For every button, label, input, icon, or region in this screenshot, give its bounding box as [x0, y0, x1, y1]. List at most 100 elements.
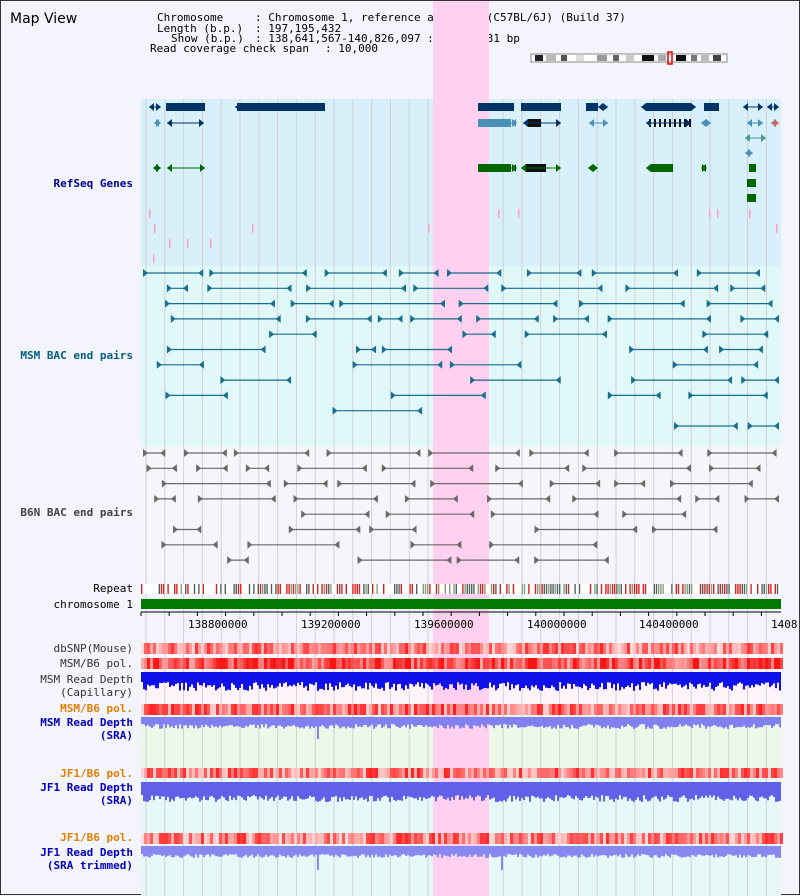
jf1-b6-pol-heat-cell: [582, 768, 585, 778]
jf1-depth-sra-bar: [201, 782, 203, 800]
jf1-b6-pol-heat-cell: [390, 833, 393, 844]
chromosome-idiogram[interactable]: [530, 51, 728, 65]
jf1-b6-pol-heat-cell: [141, 768, 144, 778]
msm-b6-pol-heat-cell: [294, 658, 297, 669]
jf1-b6-pol-heat-cell: [573, 833, 576, 844]
dbsnp-heat-cell: [723, 643, 726, 654]
track-label-jf1-depth-sra-sub: (SRA): [99, 794, 133, 807]
polymorphism-heat-tracks[interactable]: [141, 643, 783, 844]
dbsnp-heat-cell: [531, 643, 534, 654]
repeat-track[interactable]: [141, 584, 781, 594]
b6n-bac-pair-end: [143, 449, 149, 457]
jf1-depth-trimmed-bar: [687, 846, 689, 857]
jf1-depth-sra-bar: [707, 782, 709, 798]
jf1-b6-pol-heat-cell: [234, 833, 237, 844]
jf1-depth-trimmed-bar: [431, 846, 433, 857]
msm-b6-pol-heat-cell: [426, 658, 429, 669]
msm-bac-track[interactable]: [143, 269, 779, 430]
msm-bac-pair-end: [328, 299, 334, 308]
dbsnp-heat-cell: [321, 643, 324, 654]
dbsnp-heat-cell: [576, 643, 579, 654]
jf1-depth-trimmed-bar: [693, 846, 695, 856]
msm-depth-capillary-bar: [605, 672, 607, 689]
read-depth-tracks[interactable]: [141, 672, 781, 870]
jf1-b6-pol-heat-cell: [738, 833, 741, 844]
jf1-depth-sra-bar: [769, 782, 771, 797]
msm-depth-sra-bar: [755, 717, 757, 729]
msm-depth-capillary-bar: [383, 672, 385, 691]
track-label-msm-bac: MSM BAC end pairs: [20, 349, 133, 362]
msm-depth-sra-bar: [459, 717, 461, 729]
jf1-depth-trimmed-bar: [631, 846, 633, 855]
msm-depth-capillary-bar: [765, 672, 767, 683]
chromosome-track[interactable]: [141, 599, 781, 609]
jf1-depth-trimmed-bar: [223, 846, 225, 855]
repeat-element: [728, 584, 730, 594]
jf1-depth-sra-bar: [617, 782, 619, 800]
msm-depth-sra-bar: [739, 717, 741, 728]
jf1-depth-trimmed-bar: [377, 846, 379, 857]
jf1-depth-trimmed-bar: [413, 846, 415, 856]
msm-bac-pair-end: [679, 299, 685, 308]
msm-depth-sra-bar: [225, 717, 227, 727]
msm-depth-sra-bar: [161, 717, 163, 729]
msm-b6-pol-heat-cell: [375, 658, 378, 669]
b6n-bac-pair-end: [411, 525, 417, 534]
msm-depth-capillary-bar: [311, 672, 313, 685]
b6n-bac-pair-end: [709, 464, 715, 473]
msm-depth-sra-bar: [651, 717, 653, 729]
msm-depth-capillary-bar: [165, 672, 167, 683]
msm-depth-sra-bar: [273, 717, 275, 726]
msm-depth-capillary-bar: [359, 672, 361, 687]
b6n-bac-pair-end: [712, 525, 718, 534]
jf1-depth-trimmed-bar: [501, 846, 503, 870]
msm-depth-sra-bar: [449, 717, 451, 729]
b6n-bac-pair-end: [196, 464, 202, 473]
msm-depth-capillary-bar: [167, 672, 169, 683]
refseq-exon: [478, 103, 514, 111]
idiogram-band: [691, 55, 697, 61]
msm-depth-capillary-bar: [351, 672, 353, 688]
msm-bac-pair-end: [533, 314, 539, 323]
msm-b6-pol-heat-cell: [570, 658, 573, 669]
dbsnp-heat-cell: [240, 643, 243, 654]
msm-depth-capillary-bar: [263, 672, 265, 688]
jf1-b6-pol-heat-cell: [723, 833, 726, 844]
msm-b6-pol-heat-cell: [588, 704, 591, 715]
msm-bac-pair-end: [198, 360, 204, 369]
jf1-b6-pol-heat-cell: [699, 768, 702, 778]
b6n-bac-track[interactable]: [143, 449, 779, 565]
msm-b6-pol-heat-cell: [390, 658, 393, 669]
jf1-depth-trimmed-bar: [589, 846, 591, 857]
jf1-depth-sra-bar: [253, 782, 255, 796]
msm-bac-pair-end: [719, 345, 725, 354]
msm-b6-pol-heat-cell: [750, 704, 753, 715]
msm-b6-pol-heat-cell: [315, 658, 318, 669]
repeat-element: [466, 584, 468, 594]
refseq-genes-track[interactable]: [149, 103, 779, 263]
msm-b6-pol-heat-cell: [156, 704, 159, 715]
msm-bac-pair-end: [490, 330, 496, 339]
jf1-depth-sra-bar: [341, 782, 343, 802]
msm-depth-capillary-bar: [145, 672, 147, 691]
jf1-b6-pol-heat-cell: [156, 768, 159, 778]
jf1-b6-pol-heat-cell: [207, 833, 210, 844]
msm-depth-capillary-bar: [665, 672, 667, 689]
repeat-element: [372, 584, 374, 594]
axis-tick-label: 1408: [771, 618, 798, 631]
msm-bac-pair-end: [688, 391, 694, 400]
jf1-depth-trimmed-bar: [293, 846, 295, 856]
msm-depth-sra-bar: [349, 717, 351, 728]
msm-b6-pol-heat-cell: [279, 658, 282, 669]
repeat-element: [611, 584, 614, 594]
msm-depth-sra-bar: [263, 717, 265, 728]
repeat-element: [277, 584, 279, 594]
jf1-depth-sra-bar: [241, 782, 243, 798]
jf1-depth-sra-bar: [307, 782, 309, 799]
jf1-depth-trimmed-bar: [201, 846, 203, 855]
jf1-depth-sra-bar: [539, 782, 541, 799]
msm-depth-capillary-bar: [649, 672, 651, 685]
repeat-element: [396, 584, 398, 594]
jf1-depth-trimmed-bar: [359, 846, 361, 856]
